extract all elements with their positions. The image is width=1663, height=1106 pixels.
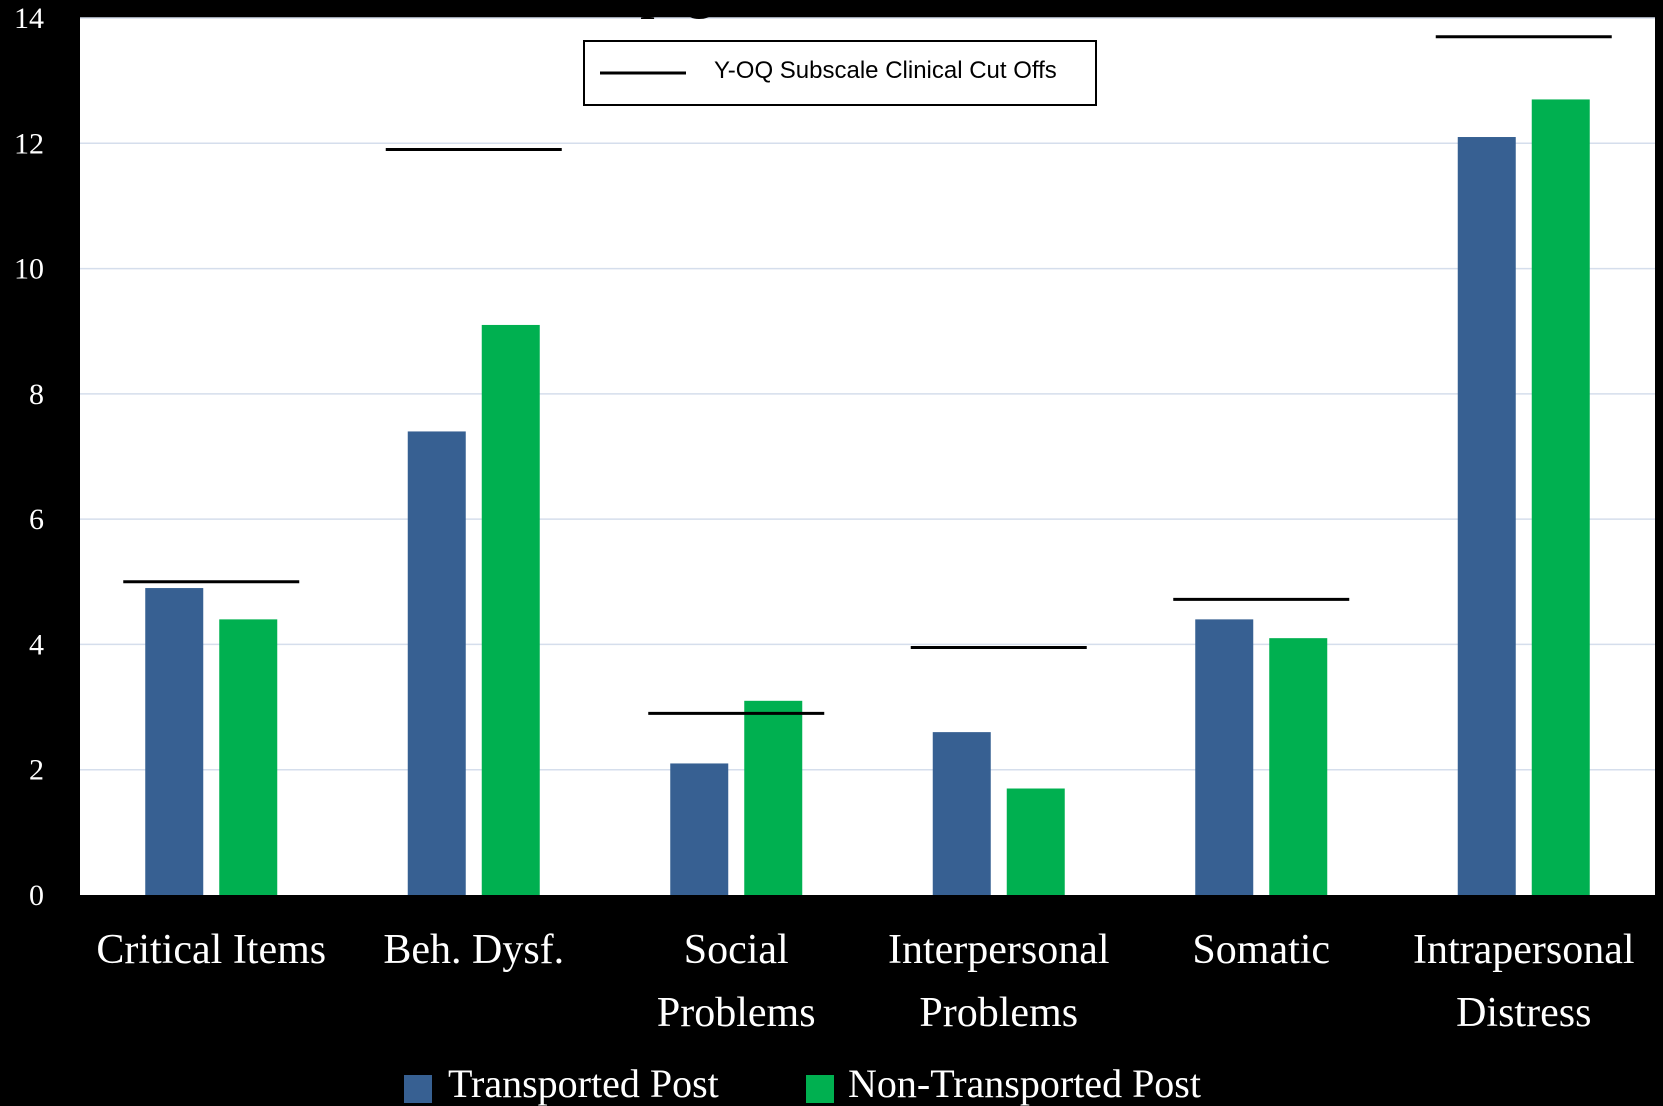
bar-transported — [1457, 137, 1516, 895]
x-tick-label: Distress — [1456, 990, 1591, 1036]
gridlines — [80, 17, 1655, 771]
x-tick-label: Intrapersonal — [1413, 927, 1635, 973]
y-tick-label: 6 — [29, 503, 44, 536]
x-tick-label: Social — [684, 927, 789, 973]
x-tick-label: Problems — [657, 990, 816, 1036]
y-tick-label: 2 — [29, 754, 44, 787]
y-tick-label: 8 — [29, 378, 44, 411]
legend-swatch-non-transported — [806, 1075, 834, 1103]
cutoff-legend-label: Y-OQ Subscale Clinical Cut Offs — [714, 57, 1057, 84]
legend-label-non-transported: Non-Transported Post — [848, 1061, 1201, 1106]
x-tick-label: Somatic — [1192, 927, 1330, 973]
x-tick-label: Beh. Dysf. — [383, 927, 564, 973]
bar-non-transported — [481, 324, 540, 895]
series-legend: Transported Post Non-Transported Post — [404, 1061, 1201, 1106]
bar-non-transported — [1269, 638, 1328, 895]
bar-non-transported — [1006, 788, 1065, 895]
plot-area — [80, 18, 1655, 895]
y-tick-label: 14 — [14, 2, 44, 35]
y-tick-label: 12 — [14, 127, 44, 160]
y-tick-label: 0 — [29, 879, 44, 912]
bar-transported — [145, 588, 204, 895]
x-tick-labels: Critical Items Beh. Dysf. Social Problems In… — [96, 927, 1634, 1036]
bar-transported — [670, 763, 729, 895]
x-tick-label: Problems — [919, 990, 1078, 1036]
bar-non-transported — [744, 700, 803, 895]
cutoff-legend: Y-OQ Subscale Clinical Cut Offs — [583, 40, 1097, 106]
bar-transported — [407, 431, 466, 895]
legend-label-transported: Transported Post — [448, 1061, 719, 1106]
cutoff-lines — [123, 35, 1612, 715]
legend-swatch-transported — [404, 1075, 432, 1103]
x-tick-label: Critical Items — [96, 927, 326, 973]
chart-title: p g — [640, 0, 715, 19]
x-tick-label: Interpersonal — [888, 927, 1110, 973]
bar-non-transported — [1531, 99, 1590, 895]
y-tick-label: 10 — [14, 253, 44, 286]
bars — [145, 99, 1590, 895]
bar-transported — [932, 732, 991, 895]
y-tick-label: 4 — [29, 628, 44, 661]
bar-transported — [1195, 619, 1254, 895]
bar-non-transported — [219, 619, 278, 895]
y-tick-labels: 0 2 4 6 8 10 12 14 — [14, 2, 44, 912]
